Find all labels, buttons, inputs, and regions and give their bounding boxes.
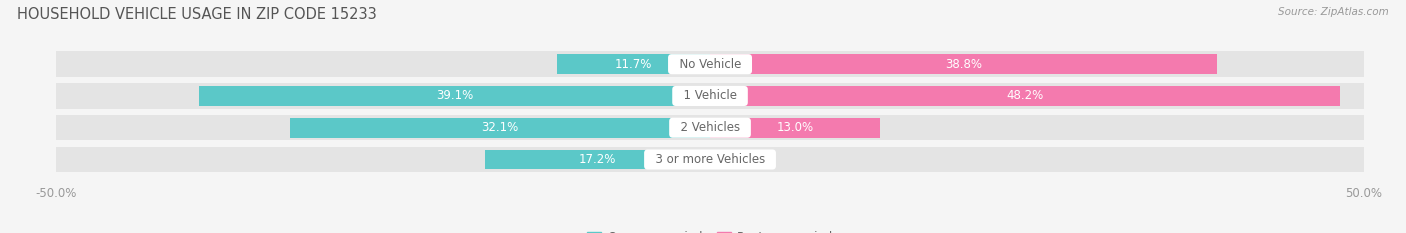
Legend: Owner-occupied, Renter-occupied: Owner-occupied, Renter-occupied (582, 226, 838, 233)
Text: 13.0%: 13.0% (776, 121, 814, 134)
Text: No Vehicle: No Vehicle (672, 58, 748, 71)
Text: 1 Vehicle: 1 Vehicle (676, 89, 744, 103)
Bar (557, 54, 710, 74)
Bar (56, 83, 1364, 109)
Text: 17.2%: 17.2% (579, 153, 616, 166)
Text: Source: ZipAtlas.com: Source: ZipAtlas.com (1278, 7, 1389, 17)
Text: 32.1%: 32.1% (481, 121, 519, 134)
Text: 2 Vehicles: 2 Vehicles (672, 121, 748, 134)
Bar (56, 115, 1364, 140)
Bar (485, 150, 710, 169)
Bar (710, 118, 880, 137)
Text: 39.1%: 39.1% (436, 89, 472, 103)
Text: 48.2%: 48.2% (1007, 89, 1043, 103)
Text: 11.7%: 11.7% (614, 58, 652, 71)
Bar (198, 86, 710, 106)
Text: 38.8%: 38.8% (945, 58, 983, 71)
Bar (290, 118, 710, 137)
Text: HOUSEHOLD VEHICLE USAGE IN ZIP CODE 15233: HOUSEHOLD VEHICLE USAGE IN ZIP CODE 1523… (17, 7, 377, 22)
Text: 0.0%: 0.0% (742, 153, 772, 166)
Text: 3 or more Vehicles: 3 or more Vehicles (648, 153, 772, 166)
Bar (710, 86, 1340, 106)
Bar (710, 54, 1218, 74)
Bar (56, 51, 1364, 77)
Bar (56, 147, 1364, 172)
